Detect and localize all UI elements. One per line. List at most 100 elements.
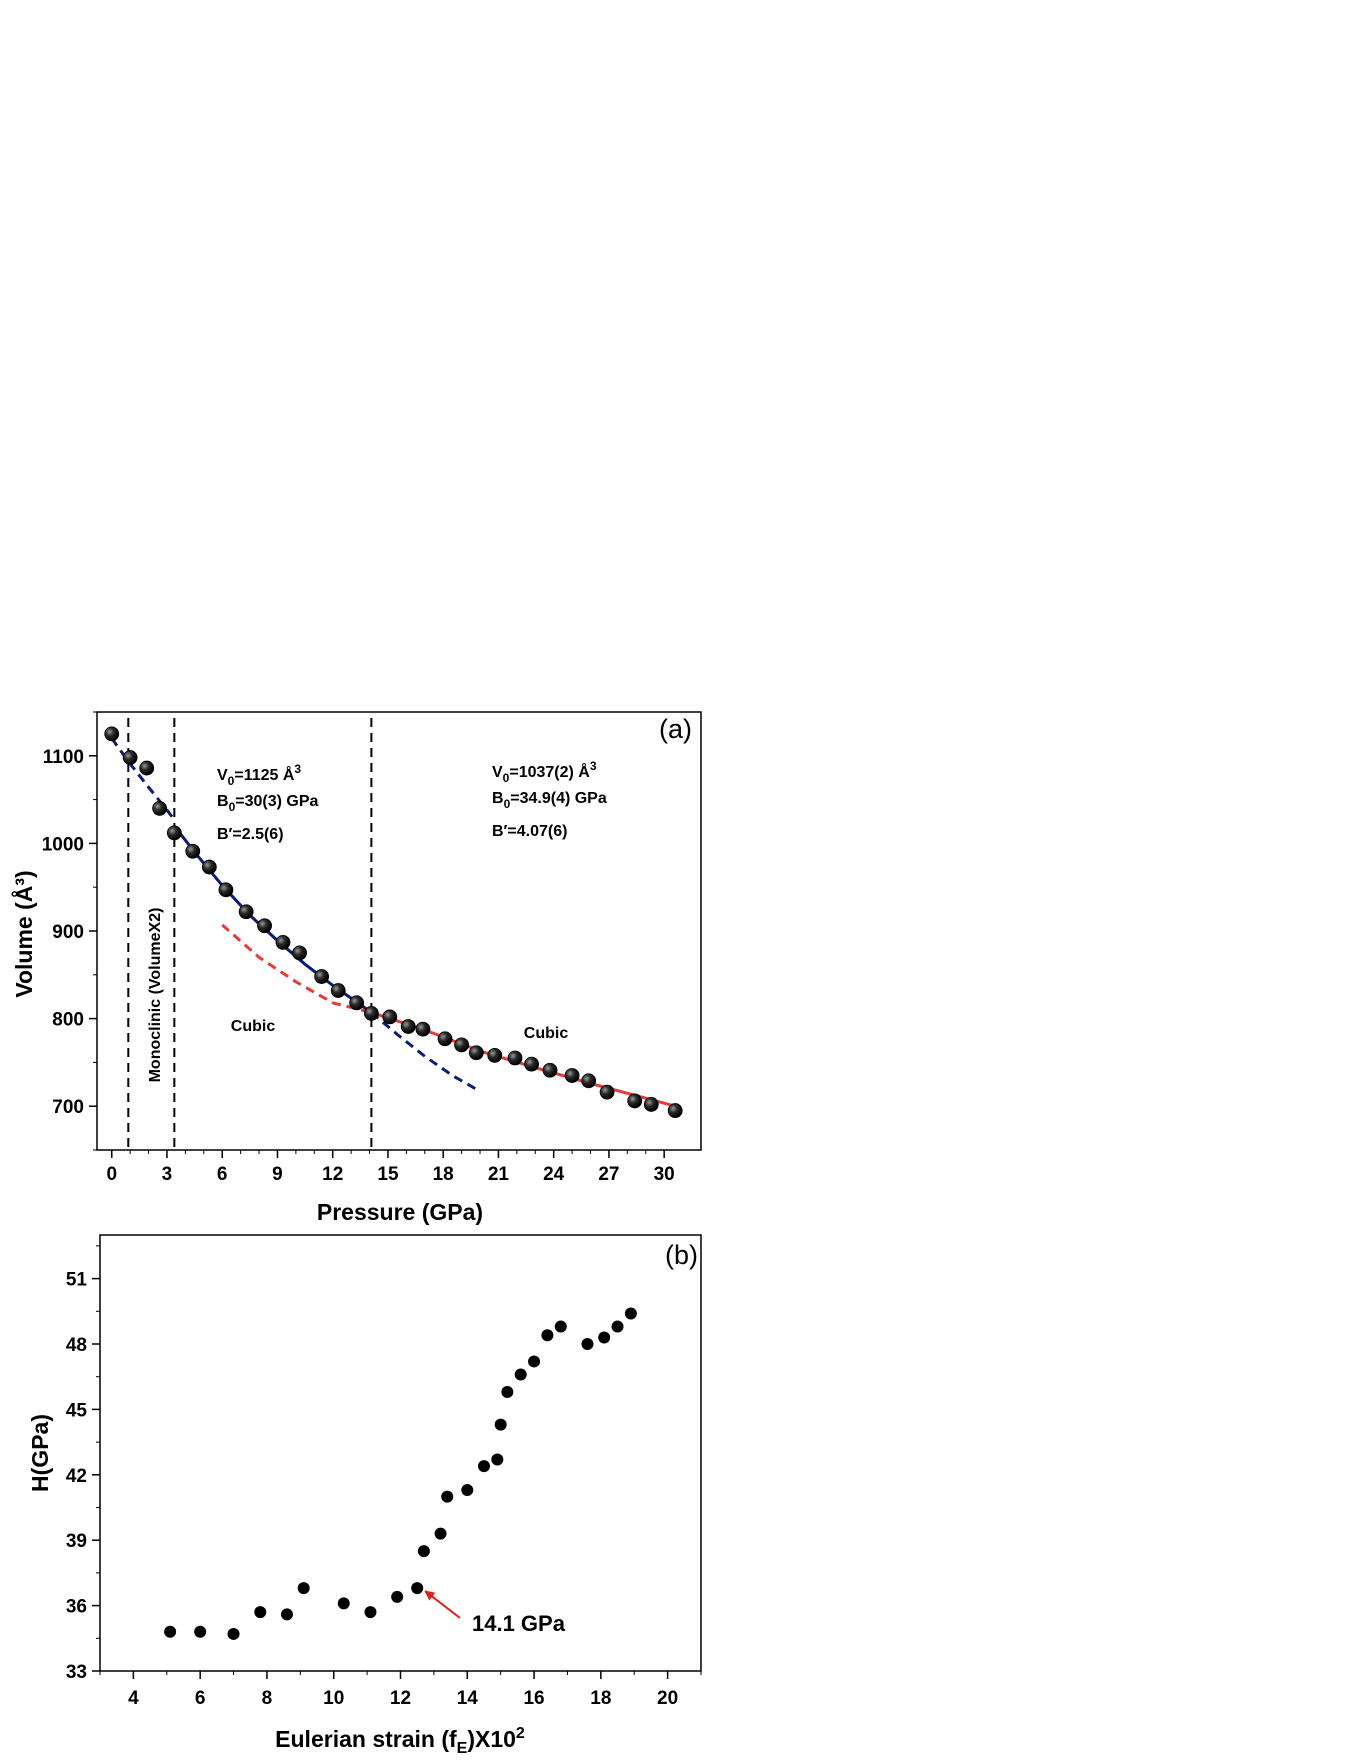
data-point [238,904,254,920]
data-point [667,1103,683,1118]
data-points [164,1307,637,1640]
data-point [599,1084,615,1100]
data-point [554,1320,567,1333]
x-axis: 0 3 6 9 12 15 18 21 24 27 30 [106,1150,675,1185]
data-point [337,1597,350,1610]
data-point [400,1019,416,1034]
data-point [254,1606,267,1619]
x-tick-label: 14 [457,1688,479,1709]
data-point [541,1329,554,1342]
y-tick-label: 36 [66,1597,87,1618]
x-tick-label: 12 [322,1164,343,1185]
data-point [122,750,138,765]
data-point [501,1385,514,1398]
annotation-b0-left: B0=30(3) GPa [217,793,319,814]
data-point [528,1355,541,1368]
x-tick-label: 6 [217,1164,228,1185]
data-point [330,983,346,998]
y-tick-label: 700 [52,1097,84,1118]
x-tick-label: 6 [195,1688,206,1709]
x-tick-label: 15 [377,1164,399,1185]
data-point [624,1307,637,1320]
fit-curve-3 [221,923,372,1014]
data-point [166,825,182,841]
x-tick-label: 0 [106,1164,117,1185]
x-tick-label: 24 [543,1164,565,1185]
x-tick-label: 20 [657,1688,678,1709]
data-point [139,760,155,776]
x-tick-label: 21 [488,1164,510,1185]
plot-frame [96,711,702,1151]
data-point [581,1338,594,1350]
data-point [104,726,120,742]
phase-boundaries [127,718,373,1150]
x-tick-label: 27 [598,1164,619,1185]
x-tick-label: 9 [272,1164,283,1185]
data-point [164,1625,177,1638]
y-axis-title: Volume (Å³) [10,870,37,997]
data-point [363,1005,379,1021]
x-axis-title: Eulerian strain (fE)X102 [275,1725,525,1757]
panel-label: (a) [659,714,692,744]
x-axis-title: Pressure (GPa) [317,1199,483,1225]
y-tick-label: 1000 [42,834,84,855]
data-point [564,1068,580,1083]
y-tick-label: 51 [66,1270,88,1291]
y-tick-label: 900 [52,922,84,943]
data-point [201,859,217,875]
data-point [280,1608,293,1621]
y-tick-label: 42 [66,1466,87,1487]
y-tick-label: 39 [66,1531,87,1552]
data-point [194,1625,207,1638]
x-tick-label: 18 [590,1688,611,1709]
annotation-b0-right: B0=34.9(4) GPa [492,790,607,811]
data-point [314,969,330,984]
x-tick-label: 18 [433,1164,454,1185]
data-point [627,1093,643,1109]
data-point [218,882,234,898]
y-tick-label: 33 [66,1662,87,1683]
x-tick-label: 12 [390,1688,411,1709]
annotation-bprime-right: B′=4.07(6) [492,823,567,840]
data-point [415,1021,431,1037]
y-tick-label: 45 [66,1400,88,1421]
data-point [437,1031,453,1047]
region-label-cubic-2: Cubic [524,1025,569,1042]
x-tick-label: 10 [323,1688,344,1709]
y-axis-title: H(GPa) [27,1414,53,1492]
x-tick-label: 16 [523,1688,544,1709]
y-tick-label: 48 [66,1335,87,1356]
data-point [257,918,272,934]
data-point [364,1606,377,1619]
region-label-cubic-1: Cubic [231,1018,276,1035]
annotation-v0-left: V0=1125 Å3 [217,762,301,788]
data-point [391,1590,404,1603]
annotation-v0-right: V0=1037(2) Å3 [492,759,597,785]
x-tick-label: 8 [262,1688,273,1709]
data-point [611,1320,624,1333]
panel-label: (b) [665,1240,698,1270]
data-point [524,1056,539,1072]
data-point [349,995,365,1011]
data-point [581,1073,597,1089]
data-point [434,1527,447,1540]
panel-a: 0 3 6 9 12 15 18 21 24 27 30 700 800 900 1000 1100 (a)… [10,711,702,1225]
y-tick-label: 800 [52,1010,84,1031]
data-point [468,1045,484,1061]
data-point [417,1545,430,1558]
data-point [491,1453,504,1466]
data-point [382,1009,398,1025]
annotation-bprime-left: B′=2.5(6) [217,826,284,843]
data-point [598,1331,611,1344]
data-point [643,1097,659,1112]
data-point [487,1047,503,1063]
data-point [185,843,201,859]
x-tick-label: 3 [162,1164,173,1185]
data-point [275,934,291,950]
data-point [542,1062,558,1078]
annotation-label: 14.1 GPa [472,1611,566,1636]
data-point [411,1582,424,1595]
annotation-arrow [424,1590,461,1619]
y-tick-label: 1100 [43,747,84,768]
